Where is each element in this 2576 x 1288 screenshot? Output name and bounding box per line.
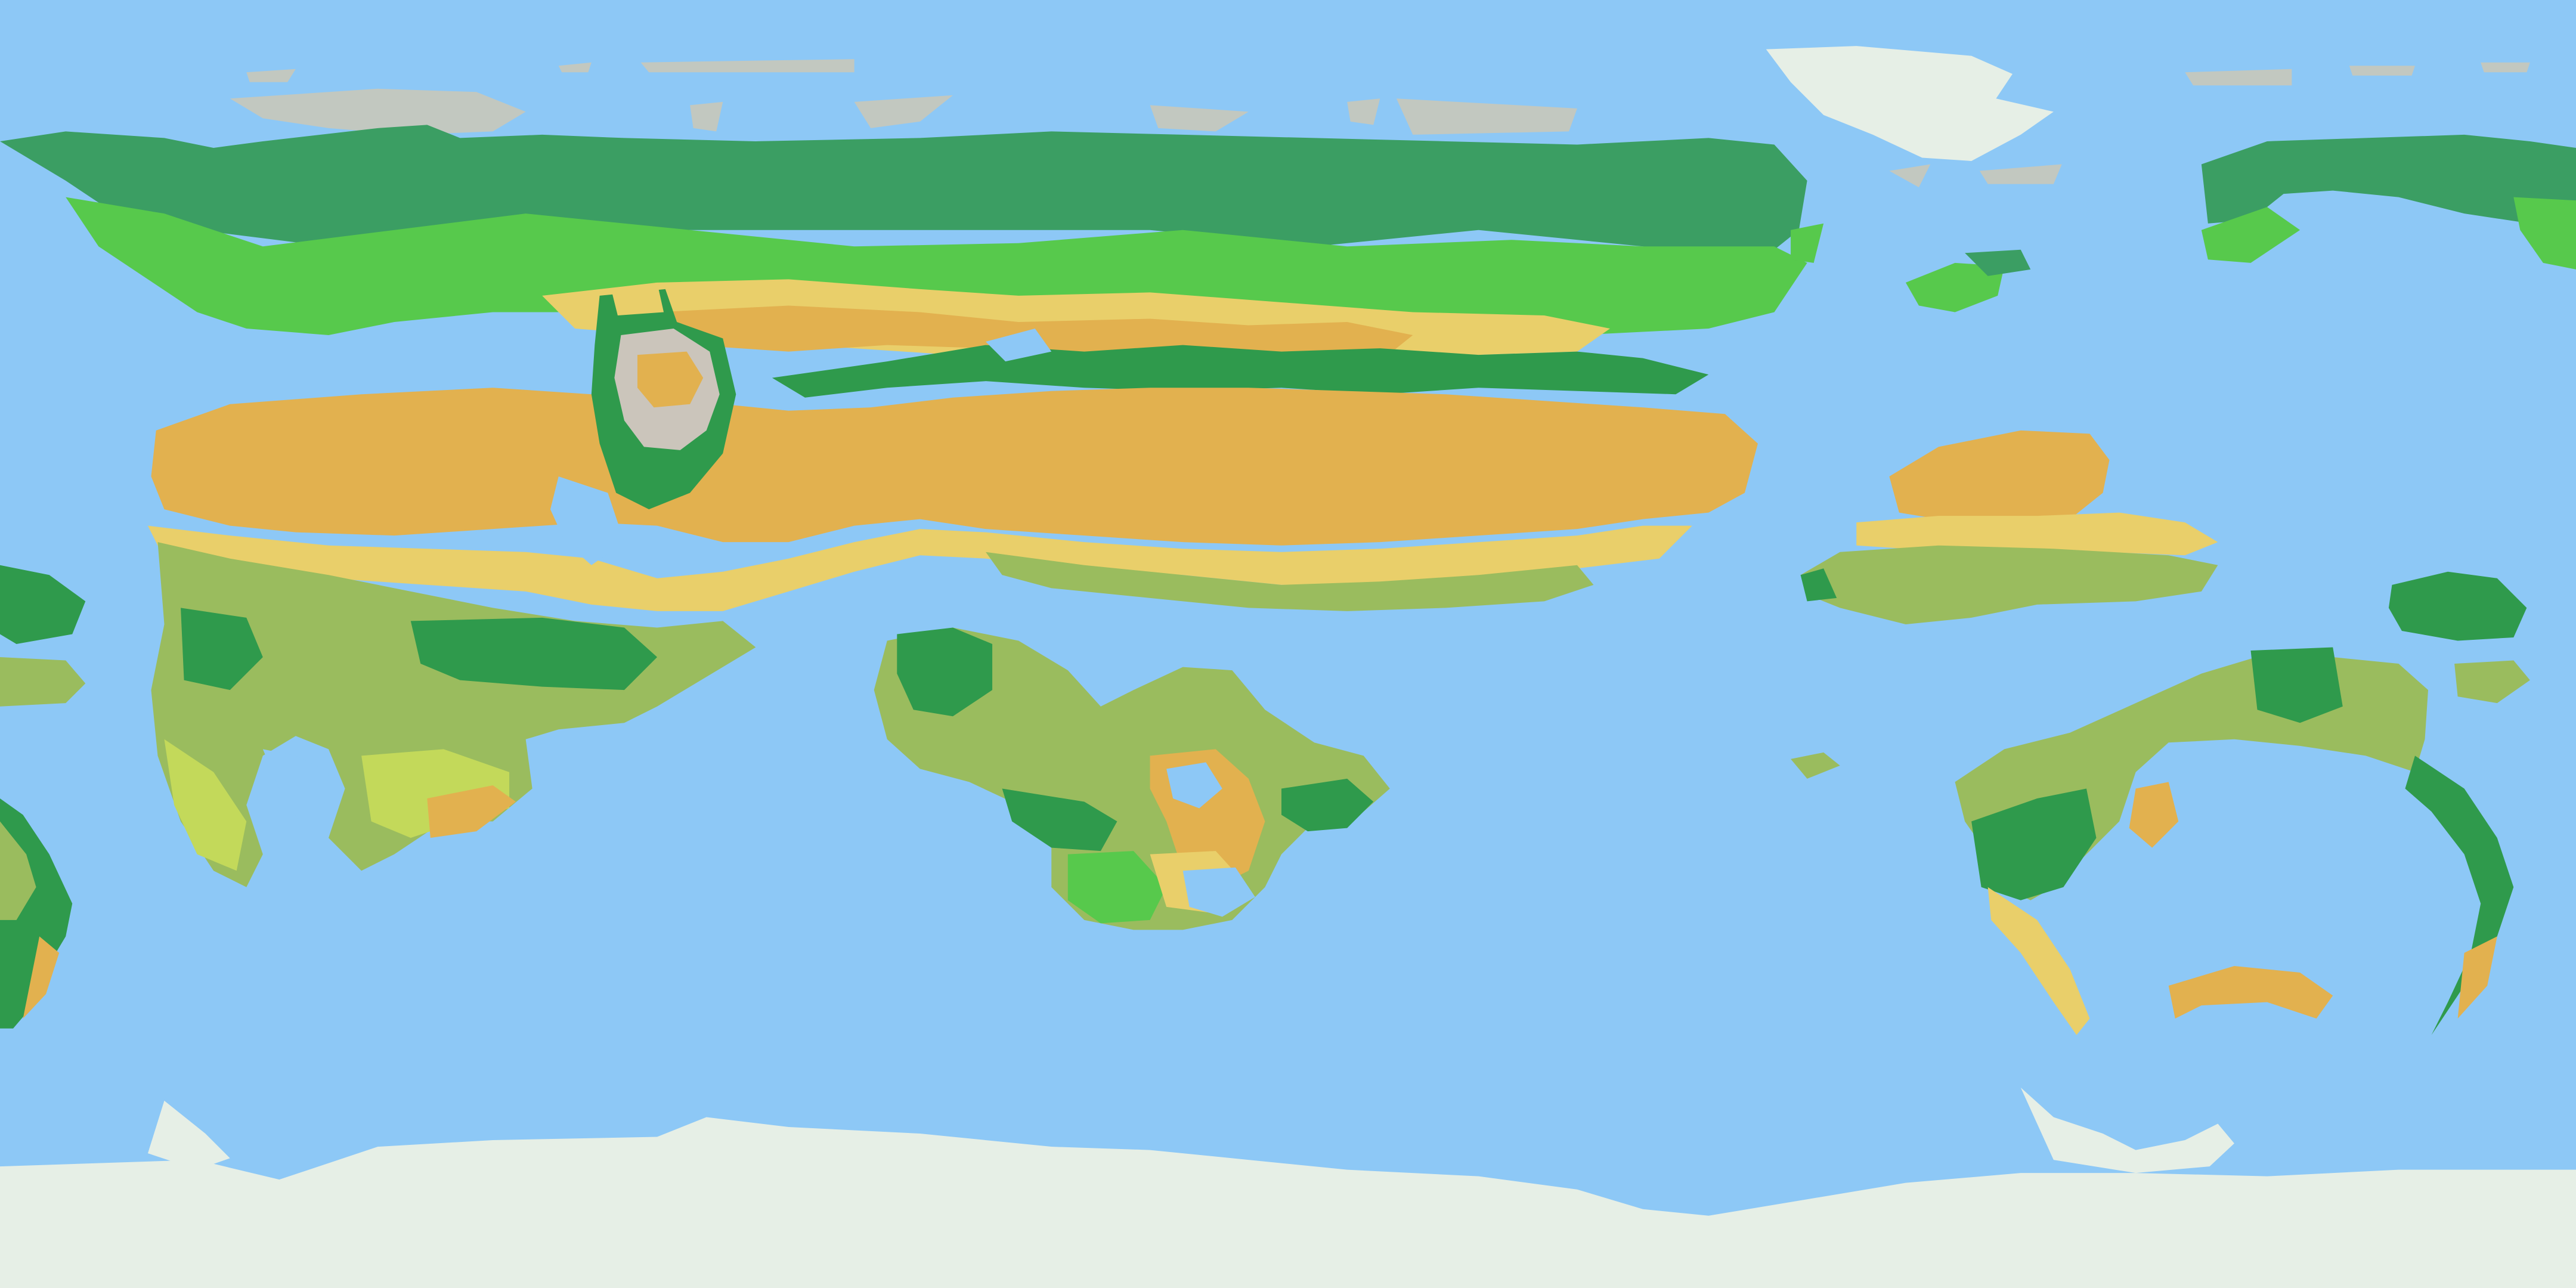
east-continent [1800, 430, 2218, 624]
southeast-arc-continent [1955, 647, 2514, 1035]
arctic-fringe [230, 59, 2530, 135]
east-small-islands [1791, 571, 2530, 779]
south-central-continent [874, 627, 1390, 930]
northeast-islands [1791, 134, 2576, 312]
northern-supercontinent [0, 125, 1807, 887]
west-edge-landmass [0, 565, 86, 1029]
north-ice-island [1766, 46, 2062, 188]
south-polar-ice [0, 1087, 2576, 1288]
